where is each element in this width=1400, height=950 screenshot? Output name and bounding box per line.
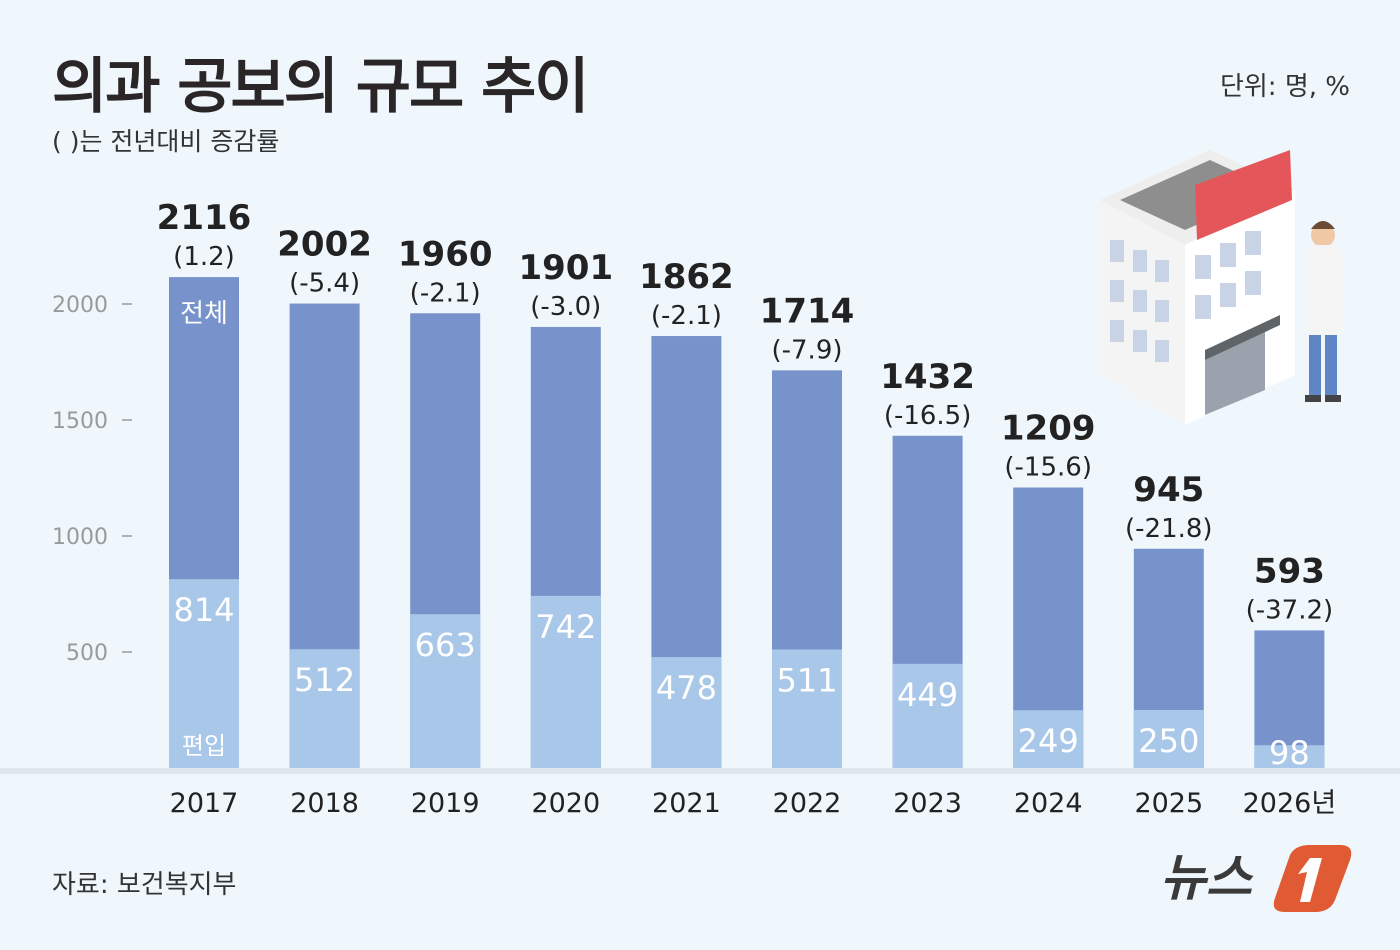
chart-subtitle: ( )는 전년대비 증감률: [52, 127, 280, 156]
x-tick-label: 2023: [893, 788, 962, 819]
change-label: (-21.8): [1125, 514, 1213, 544]
total-label: 1960: [398, 234, 493, 274]
bar-transfer: [169, 579, 239, 768]
bar-transfer: [410, 614, 481, 768]
total-label: 1432: [880, 357, 975, 397]
bar-transfer: [651, 657, 722, 768]
bar-total: [1254, 630, 1325, 768]
transfer-label: 98: [1269, 734, 1310, 772]
bar-transfer: [1133, 710, 1204, 768]
x-tick-label: 2017: [170, 788, 239, 819]
bar-transfer: [1013, 710, 1084, 768]
source-note: 자료: 보건복지부: [52, 870, 237, 900]
transfer-label: 814: [173, 591, 234, 629]
x-tick-label: 2024: [1014, 788, 1083, 819]
bar-transfer: [772, 649, 842, 768]
change-label: (-2.1): [410, 278, 481, 308]
total-label: 2116: [157, 198, 252, 238]
x-tick-label: 2025: [1134, 788, 1203, 819]
transfer-label: 511: [776, 661, 837, 699]
total-label: 1862: [639, 257, 734, 297]
transfer-label: 449: [897, 676, 958, 714]
series-label-total: 전체: [180, 299, 228, 329]
bar-transfer: [892, 663, 963, 768]
transfer-label: 250: [1138, 722, 1199, 760]
total-label: 1209: [1001, 409, 1096, 449]
x-tick-label: 2022: [773, 788, 842, 819]
transfer-label: 249: [1018, 722, 1079, 760]
news1-logo: 뉴스: [1160, 845, 1352, 912]
hospital-doctor-illustration: [1100, 145, 1341, 425]
transfer-label: 478: [656, 669, 717, 707]
change-label: (1.2): [173, 242, 235, 272]
x-tick-label: 2020: [531, 788, 600, 819]
total-label: 1901: [518, 248, 613, 288]
total-label: 1714: [760, 291, 855, 331]
change-label: (-3.0): [530, 292, 601, 322]
change-label: (-15.6): [1004, 453, 1092, 483]
bar-transfer: [289, 649, 360, 768]
change-label: (-7.9): [771, 335, 842, 365]
bar-transfer: [1254, 745, 1325, 768]
change-label: (-37.2): [1246, 595, 1334, 625]
total-label: 593: [1254, 551, 1325, 591]
transfer-label: 742: [535, 608, 596, 646]
unit-label: 단위: 명, %: [1219, 72, 1350, 102]
page-title: 의과 공보의 규모 추이: [52, 52, 589, 122]
y-tick-label: 1000: [52, 525, 108, 550]
change-label: (-2.1): [651, 301, 722, 331]
bar-chart: 500 1000 1500 2000 2116 (1.2) 814 2017 2002 (-5.4…: [0, 198, 1400, 819]
bar-transfer: [530, 595, 601, 768]
x-tick-label: 2021: [652, 788, 721, 819]
y-tick-label: 1500: [52, 409, 108, 434]
baseline: [0, 768, 1400, 774]
total-label: 945: [1133, 470, 1204, 510]
transfer-label: 512: [294, 661, 355, 699]
total-label: 2002: [277, 225, 372, 265]
svg-text:뉴스: 뉴스: [1160, 849, 1254, 907]
x-tick-label: 2026년: [1243, 788, 1337, 819]
x-tick-label: 2018: [290, 788, 359, 819]
y-tick-label: 500: [66, 641, 108, 666]
x-tick-label: 2019: [411, 788, 480, 819]
y-tick-label: 2000: [52, 293, 108, 318]
series-label-transfer: 편입: [182, 732, 226, 760]
change-label: (-16.5): [884, 401, 972, 431]
transfer-label: 663: [415, 626, 476, 664]
change-label: (-5.4): [289, 269, 360, 299]
